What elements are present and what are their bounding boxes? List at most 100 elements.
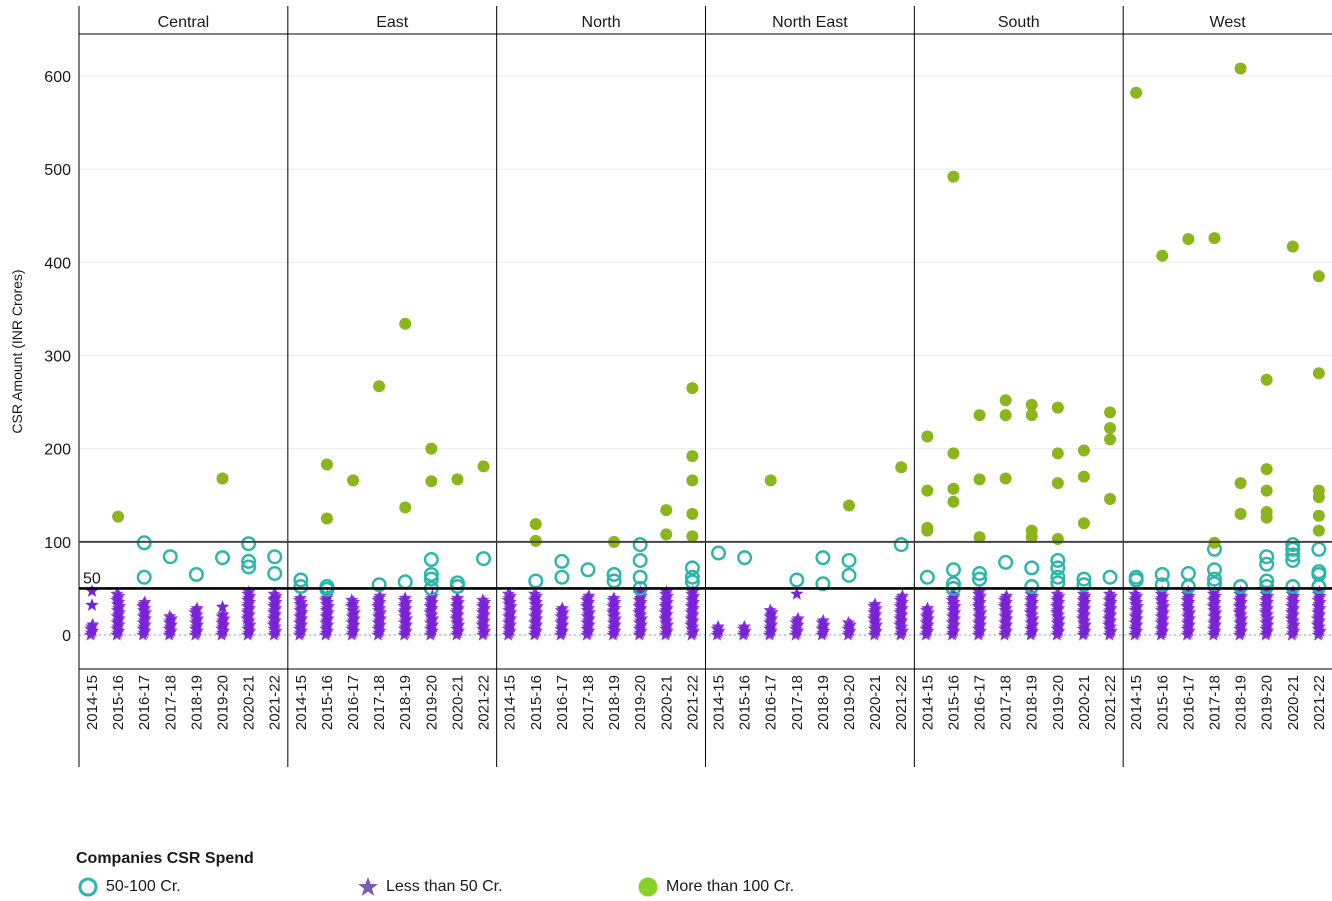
reference-line-label: 50	[83, 570, 101, 587]
data-point-mid	[841, 552, 857, 568]
data-point-low	[1076, 587, 1090, 600]
data-point-high	[1051, 533, 1064, 546]
legend-label-mid: 50-100 Cr.	[106, 878, 181, 895]
data-point-low	[85, 584, 99, 597]
data-point-high	[1182, 233, 1195, 246]
data-point-high	[1260, 463, 1273, 476]
legend-label-low: Less than 50 Cr.	[386, 878, 503, 895]
data-point-low	[190, 601, 204, 615]
x-tick-label: 2018-19	[1024, 675, 1041, 730]
data-point-mid	[241, 559, 257, 575]
data-point-mid	[1102, 569, 1118, 585]
data-point-low	[1102, 587, 1117, 600]
data-point-mid	[188, 566, 204, 582]
data-point-mid	[423, 552, 439, 568]
x-tick-label: 2016-17	[345, 675, 362, 730]
data-point-mid	[1206, 576, 1222, 592]
data-point-high	[399, 501, 412, 514]
x-tick-label: 2019-20	[841, 675, 858, 730]
data-point-mid	[1259, 549, 1275, 565]
legend-item-low: Less than 50 Cr.	[356, 876, 503, 898]
data-point-high	[1234, 62, 1247, 75]
data-point-high	[451, 473, 464, 486]
panel-north-east: North East 2014-15 2015-16 2016-17 2017-18 20…	[710, 14, 910, 730]
data-point-mid	[449, 579, 465, 595]
x-tick-label: 2021-22	[684, 675, 701, 730]
data-point-mid	[423, 566, 439, 582]
filled-circle-icon	[638, 877, 658, 897]
data-point-mid	[684, 560, 700, 576]
data-point-mid	[554, 569, 570, 585]
data-point-mid	[789, 572, 805, 588]
data-point-mid	[1285, 552, 1301, 568]
x-tick-label: 2016-17	[1180, 675, 1197, 730]
data-point-high	[529, 518, 542, 531]
x-tick-label: 2017-18	[789, 675, 806, 730]
data-point-high	[112, 510, 125, 523]
data-point-low	[373, 589, 387, 602]
data-point-mid	[945, 576, 961, 592]
data-point-high	[973, 473, 986, 486]
data-point-high	[1260, 511, 1273, 524]
x-tick-label: 2019-20	[215, 675, 232, 730]
data-point-high	[1077, 444, 1090, 457]
data-point-high	[1312, 367, 1325, 380]
x-tick-label: 2015-16	[528, 675, 545, 730]
data-point-low	[711, 619, 725, 633]
data-point-low	[1207, 584, 1222, 598]
panel-title: West	[1210, 14, 1247, 31]
data-point-low	[242, 584, 256, 598]
legend-label-high: More than 100 Cr.	[666, 878, 795, 895]
data-point-mid	[1050, 569, 1066, 585]
x-tick-label: 2016-17	[972, 675, 989, 730]
data-point-high	[1260, 484, 1273, 497]
data-point-mid	[371, 577, 387, 593]
x-tick-label: 2016-17	[554, 675, 571, 730]
data-point-low	[1234, 584, 1248, 598]
data-point-mid	[1050, 552, 1066, 568]
x-tick-label: 2016-17	[763, 675, 780, 730]
data-point-high	[1025, 409, 1038, 422]
x-tick-label: 2018-19	[397, 675, 414, 730]
x-tick-label: 2019-20	[1050, 675, 1067, 730]
y-tick-label: 500	[44, 162, 71, 179]
data-point-mid	[1024, 579, 1040, 595]
data-point-high	[1051, 477, 1064, 490]
data-point-mid	[241, 553, 257, 569]
data-point-high	[999, 472, 1012, 485]
y-axis: 0 100 200 300 400 500 600	[44, 69, 71, 645]
y-tick-label: 200	[44, 442, 71, 459]
data-point-low	[476, 593, 490, 606]
data-point-mid	[737, 550, 753, 566]
data-point-high	[660, 504, 673, 517]
data-point-low	[86, 617, 100, 631]
data-point-mid	[293, 579, 309, 595]
data-point-high	[1260, 373, 1273, 386]
data-point-mid	[606, 566, 622, 582]
y-axis-label: CSR Amount (INR Crores)	[9, 269, 25, 433]
y-tick-label: 100	[44, 535, 71, 552]
data-point-low	[267, 587, 281, 600]
data-point-low	[216, 607, 230, 621]
data-point-low	[972, 584, 987, 598]
x-tick-label: 2020-21	[658, 675, 675, 730]
legend-title: Companies CSR Spend	[76, 850, 254, 867]
x-tick-label: 2014-15	[919, 675, 936, 730]
legend: Companies CSR Spend 50-100 Cr. Less than…	[76, 850, 976, 900]
data-point-mid	[1233, 579, 1249, 595]
data-point-mid	[919, 569, 935, 585]
star-icon	[358, 877, 378, 896]
x-tick-label: 2018-19	[188, 675, 205, 730]
data-point-high	[1312, 491, 1325, 504]
data-point-mid	[1285, 547, 1301, 563]
data-point-low	[841, 615, 856, 629]
data-point-mid	[1180, 579, 1196, 595]
data-point-low	[868, 597, 882, 610]
x-tick-label: 2016-17	[136, 675, 153, 730]
x-tick-label: 2017-18	[580, 675, 597, 730]
data-point-high	[895, 461, 908, 474]
data-point-low	[1181, 584, 1195, 598]
data-point-mid	[1024, 560, 1040, 576]
x-tick-label: 2017-18	[998, 675, 1015, 730]
